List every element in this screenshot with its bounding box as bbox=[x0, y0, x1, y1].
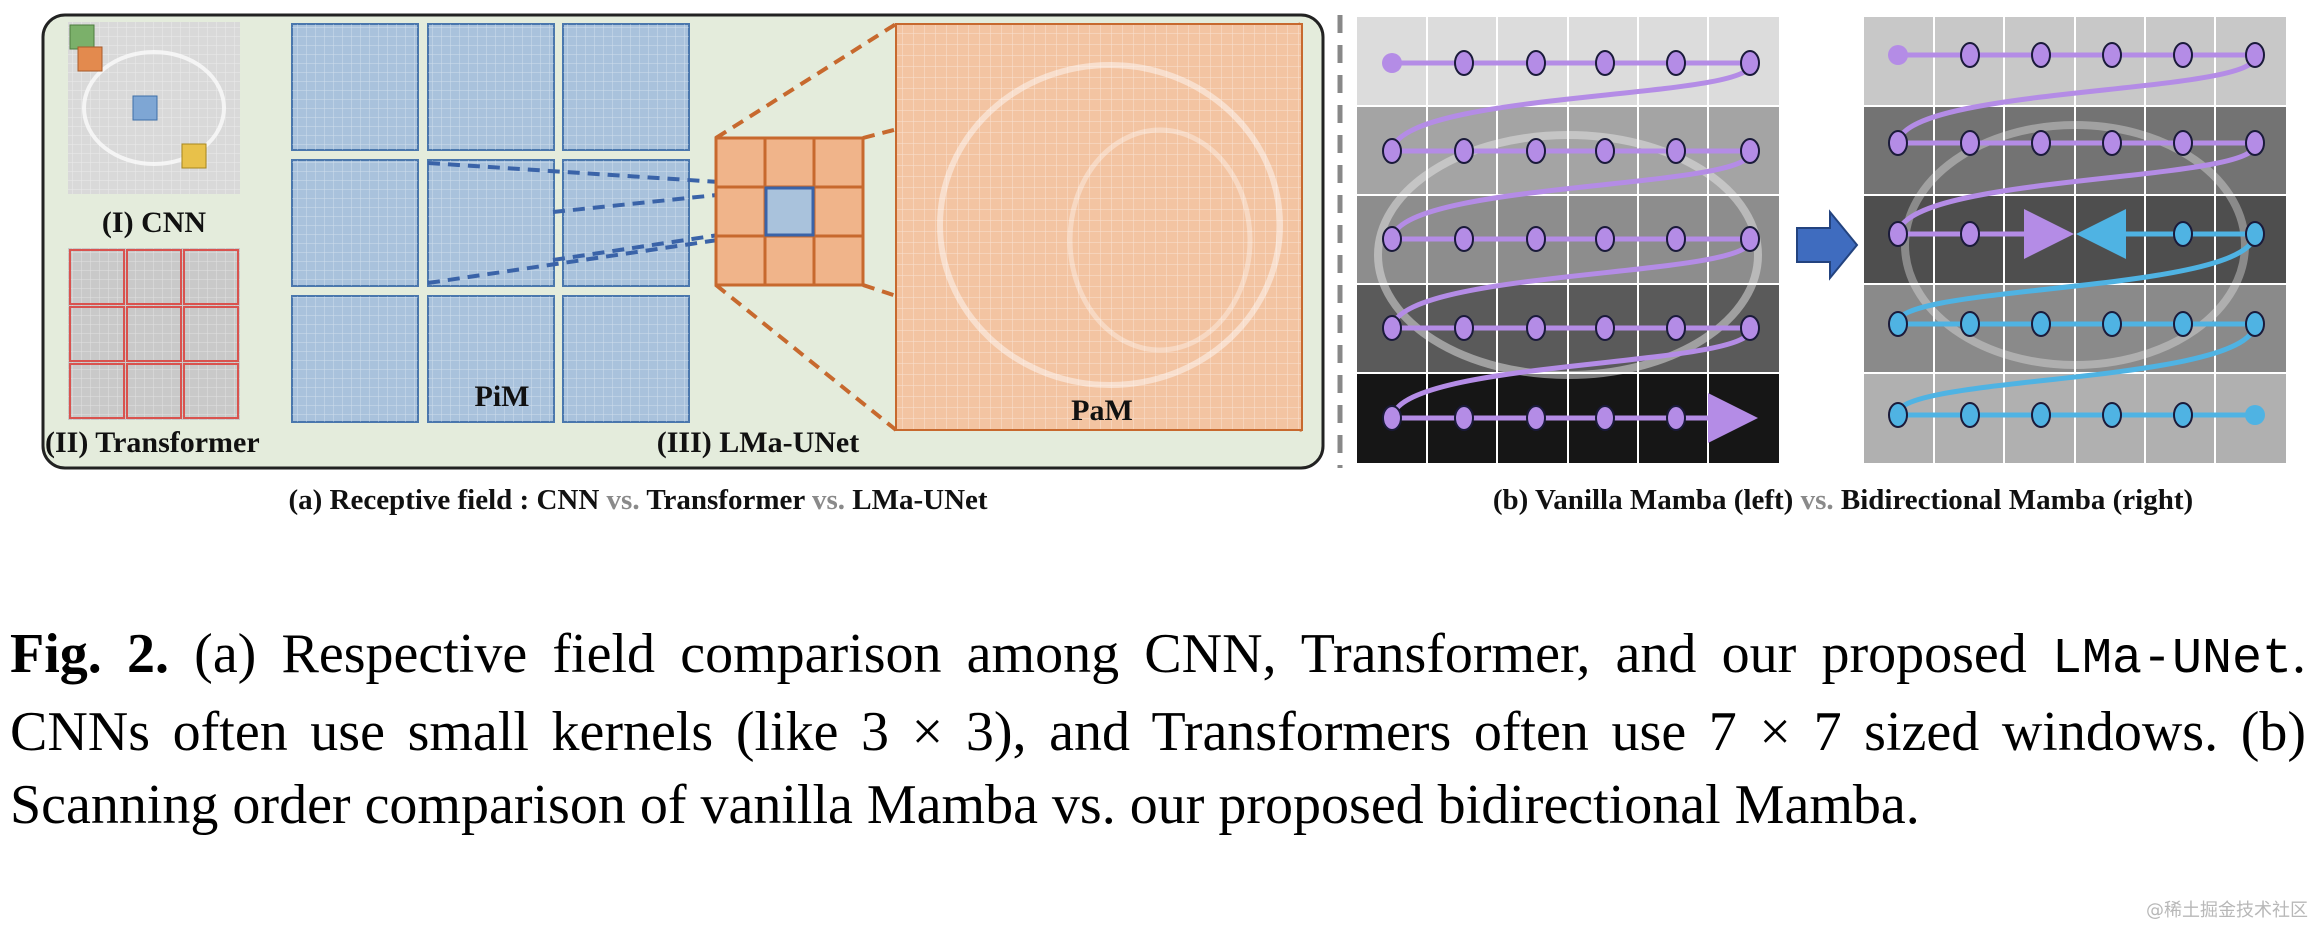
label-cnn: (I) CNN bbox=[102, 206, 206, 239]
cnn-thumbnail bbox=[68, 22, 240, 194]
pim-connector-lines bbox=[427, 161, 766, 285]
caption-code: LMa-UNet bbox=[2051, 631, 2292, 688]
pim-tiles bbox=[291, 23, 690, 423]
kernel-yellow bbox=[181, 143, 207, 169]
kernel-blue bbox=[132, 95, 158, 121]
figure-number: Fig. 2. bbox=[10, 623, 169, 685]
transformer-thumbnail bbox=[68, 248, 240, 420]
label-pim: PiM bbox=[475, 380, 530, 413]
figure-2-diagram: (I) CNN (II) Transformer bbox=[41, 13, 2286, 516]
transition-arrow-icon bbox=[1796, 209, 1859, 281]
watermark: @稀土掘金技术社区 bbox=[2146, 900, 2308, 921]
vanilla-mamba-grid bbox=[1357, 17, 1779, 463]
lma-kernel-block bbox=[714, 136, 865, 287]
kernel-orange bbox=[77, 46, 103, 72]
label-transformer: (II) Transformer bbox=[45, 426, 260, 459]
figure-caption: Fig. 2. (a) Respective field comparison … bbox=[10, 618, 2306, 842]
pam-field bbox=[895, 23, 1303, 431]
label-pam: PaM bbox=[1071, 394, 1133, 427]
bidirectional-mamba-grid bbox=[1864, 17, 2286, 463]
panel-a: (I) CNN (II) Transformer bbox=[41, 13, 1325, 470]
label-lma-unet: (III) LMa-UNet bbox=[657, 426, 859, 459]
panel-b-caption: (b) Vanilla Mamba (left) vs. Bidirection… bbox=[1493, 484, 2193, 516]
caption-text-2: . CNNs often use small kernels (like 3 ×… bbox=[10, 623, 2306, 836]
caption-text-1: (a) Respective field comparison among CN… bbox=[168, 623, 2052, 685]
kernel-green bbox=[69, 24, 95, 50]
panel-a-caption: (a) Receptive field : CNN vs. Transforme… bbox=[288, 484, 987, 516]
